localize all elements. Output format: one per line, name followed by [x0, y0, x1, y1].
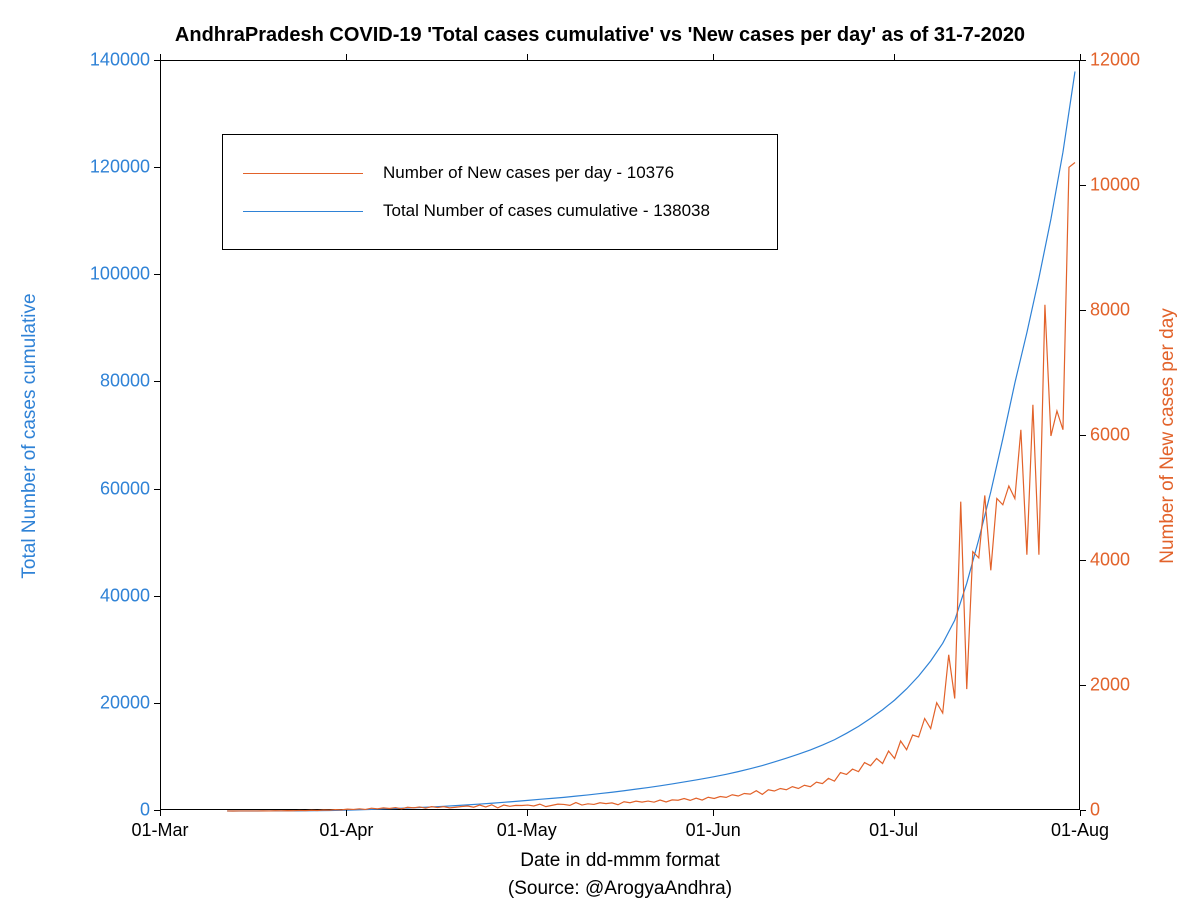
x-tick-label: 01-Apr: [319, 820, 373, 841]
legend-swatch-cumulative: [243, 211, 363, 212]
legend-swatch-new-cases: [243, 173, 363, 174]
y-tick-left: 120000: [90, 157, 150, 178]
y-tick-right: 8000: [1090, 300, 1130, 321]
x-tick-label: 01-Jun: [686, 820, 741, 841]
chart-container: AndhraPradesh COVID-19 'Total cases cumu…: [0, 0, 1200, 900]
x-tick-label: 01-Jul: [869, 820, 918, 841]
legend-item-new-cases: Number of New cases per day - 10376: [243, 159, 757, 187]
y-tick-left: 60000: [100, 478, 150, 499]
y-tick-left: 0: [140, 800, 150, 821]
y-axis-right-label: Number of New cases per day: [1157, 236, 1179, 636]
x-tick-label: 01-May: [497, 820, 557, 841]
chart-title: AndhraPradesh COVID-19 'Total cases cumu…: [0, 24, 1200, 47]
y-tick-left: 40000: [100, 585, 150, 606]
y-tick-right: 12000: [1090, 50, 1140, 71]
legend-label-cumulative: Total Number of cases cumulative - 13803…: [383, 201, 710, 221]
y-tick-left: 20000: [100, 692, 150, 713]
y-tick-right: 2000: [1090, 675, 1130, 696]
y-axis-left-label: Total Number of cases cumulative: [19, 236, 41, 636]
source-label: (Source: @ArogyaAndhra): [160, 878, 1080, 900]
y-tick-right: 4000: [1090, 550, 1130, 571]
legend-item-cumulative: Total Number of cases cumulative - 13803…: [243, 197, 757, 225]
y-tick-left: 100000: [90, 264, 150, 285]
y-tick-right: 0: [1090, 800, 1100, 821]
x-tick-label: 01-Mar: [131, 820, 188, 841]
legend-label-new-cases: Number of New cases per day - 10376: [383, 163, 674, 183]
legend: Number of New cases per day - 10376 Tota…: [222, 134, 778, 250]
y-tick-left: 80000: [100, 371, 150, 392]
y-tick-right: 10000: [1090, 175, 1140, 196]
x-axis-label: Date in dd-mmm format: [160, 850, 1080, 872]
x-tick-label: 01-Aug: [1051, 820, 1109, 841]
y-tick-right: 6000: [1090, 425, 1130, 446]
y-tick-left: 140000: [90, 50, 150, 71]
